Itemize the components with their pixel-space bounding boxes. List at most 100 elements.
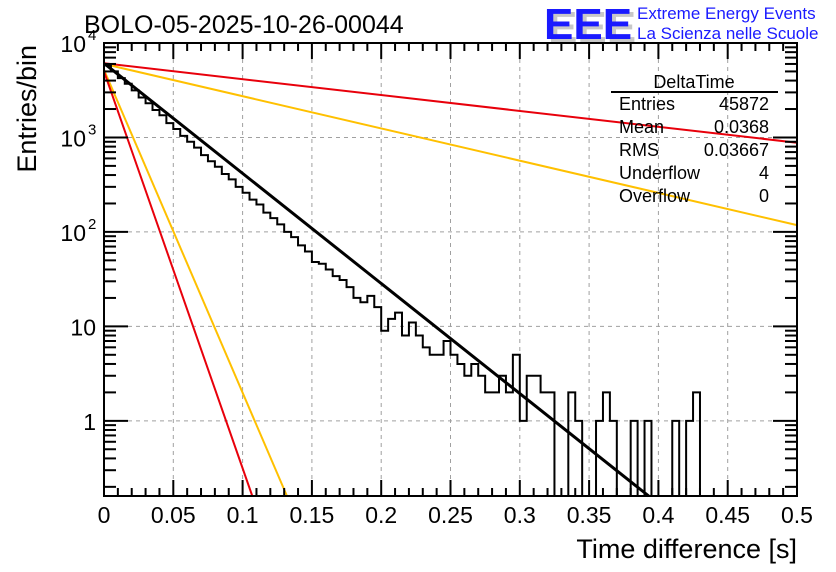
x-tick-label: 0.1 bbox=[227, 502, 259, 528]
eee-logo: EEE EEE Extreme Energy Events La Scienza… bbox=[544, 0, 818, 52]
histogram-bin bbox=[333, 276, 340, 496]
histogram-bin bbox=[527, 376, 534, 496]
stats-value: 0.0368 bbox=[714, 117, 769, 137]
stats-label: Mean bbox=[619, 117, 664, 137]
y-tick-label: 1 bbox=[83, 409, 96, 435]
x-tick-label: 0.5 bbox=[781, 502, 813, 528]
histogram-bin bbox=[305, 252, 312, 496]
x-tick-label: 0 bbox=[98, 502, 111, 528]
histogram-bin bbox=[263, 213, 270, 496]
stats-label: Underflow bbox=[619, 163, 701, 183]
logo-letters: EEE bbox=[544, 0, 632, 49]
y-tick-label: 10 bbox=[60, 125, 86, 151]
histogram-bin bbox=[180, 136, 187, 496]
fit-line-steep-yellow bbox=[103, 69, 288, 497]
stats-label: Overflow bbox=[619, 186, 691, 206]
histogram-bin bbox=[645, 421, 652, 496]
histogram-bin bbox=[243, 193, 250, 496]
histogram-bin bbox=[360, 302, 367, 496]
y-tick-exponent: 3 bbox=[88, 121, 96, 138]
histogram-bin bbox=[437, 355, 444, 496]
histogram-bin bbox=[395, 313, 402, 496]
x-tick-label: 0.4 bbox=[642, 502, 674, 528]
fit-line-steep-red bbox=[103, 71, 254, 497]
stats-value: 0 bbox=[759, 186, 769, 206]
histogram-bin bbox=[166, 123, 173, 496]
histogram-bin bbox=[631, 421, 638, 496]
histogram-bin bbox=[132, 90, 139, 496]
histogram-bin bbox=[478, 376, 485, 496]
stats-value: 4 bbox=[759, 163, 769, 183]
fit-lines bbox=[103, 62, 798, 498]
histogram-bin bbox=[367, 296, 374, 496]
stats-value: 45872 bbox=[719, 94, 769, 114]
histogram-bin bbox=[270, 218, 277, 496]
fit-line-fit bbox=[103, 62, 650, 498]
x-tick-label: 0.45 bbox=[705, 502, 750, 528]
histogram-bin bbox=[513, 355, 520, 496]
histogram-bin bbox=[603, 392, 610, 496]
histogram-bin bbox=[201, 155, 208, 496]
histogram-bin bbox=[575, 421, 582, 496]
stats-label: RMS bbox=[619, 140, 659, 160]
histogram-bin bbox=[291, 237, 298, 496]
histogram-bin bbox=[312, 262, 319, 496]
histogram-bin bbox=[686, 421, 693, 496]
histogram-bin bbox=[457, 364, 464, 496]
histogram-bin bbox=[340, 280, 347, 496]
stats-value: 0.03667 bbox=[704, 140, 769, 160]
histogram-bin bbox=[388, 319, 395, 496]
histogram-bin bbox=[416, 336, 423, 496]
histogram-bin bbox=[215, 167, 222, 496]
histogram-bin bbox=[423, 347, 430, 496]
histogram-bin bbox=[492, 392, 499, 496]
x-tick-labels: 0 0.05 0.1 0.15 0.2 0.25 0.3 0.35 0.4 0.45 0.5 bbox=[98, 502, 813, 528]
histogram-bin bbox=[222, 174, 229, 496]
histogram-bin bbox=[208, 161, 215, 496]
x-tick-label: 0.2 bbox=[365, 502, 397, 528]
histogram-bin bbox=[464, 376, 471, 496]
histogram-bin bbox=[284, 232, 291, 496]
histogram-bin bbox=[139, 97, 146, 496]
histogram-bin bbox=[672, 421, 679, 496]
histogram-bin bbox=[451, 355, 458, 496]
x-tick-label: 0.3 bbox=[504, 502, 536, 528]
histogram-bin bbox=[402, 336, 409, 496]
histogram-bin bbox=[256, 205, 263, 496]
histogram-bin bbox=[485, 392, 492, 496]
histogram-bin bbox=[596, 421, 603, 496]
x-tick-label: 0.35 bbox=[567, 502, 612, 528]
histogram-bin bbox=[347, 287, 354, 496]
histogram-bin bbox=[610, 421, 617, 496]
histogram-bin bbox=[187, 142, 194, 496]
y-tick-exponent: 4 bbox=[88, 27, 96, 44]
x-axis-title: Time difference [s] bbox=[576, 534, 797, 564]
axis-ticks bbox=[103, 42, 798, 496]
histogram-bin bbox=[548, 392, 555, 496]
histogram-bin bbox=[693, 392, 700, 496]
stats-title: DeltaTime bbox=[653, 72, 734, 92]
histogram-bin bbox=[430, 355, 437, 496]
histogram-bin bbox=[277, 224, 284, 496]
histogram-bin bbox=[319, 264, 326, 496]
histogram-bin bbox=[250, 200, 257, 496]
histogram-bin bbox=[444, 341, 451, 496]
histogram-bin bbox=[520, 421, 527, 496]
histogram-bin bbox=[298, 245, 305, 496]
histogram-bin bbox=[236, 187, 243, 496]
y-tick-label: 10 bbox=[60, 31, 86, 57]
y-tick-label: 10 bbox=[70, 314, 96, 340]
histogram-bin bbox=[173, 129, 180, 496]
histogram-bin bbox=[118, 78, 125, 496]
x-tick-label: 0.25 bbox=[428, 502, 473, 528]
histogram-bin bbox=[146, 103, 153, 496]
histogram-bin bbox=[471, 364, 478, 496]
fit-line-upper-slow bbox=[103, 62, 798, 144]
histogram-bin bbox=[194, 148, 201, 496]
x-tick-label: 0.05 bbox=[151, 502, 196, 528]
stats-label: Entries bbox=[619, 94, 675, 114]
histogram-bin bbox=[326, 270, 333, 497]
histogram-bin bbox=[568, 392, 575, 496]
